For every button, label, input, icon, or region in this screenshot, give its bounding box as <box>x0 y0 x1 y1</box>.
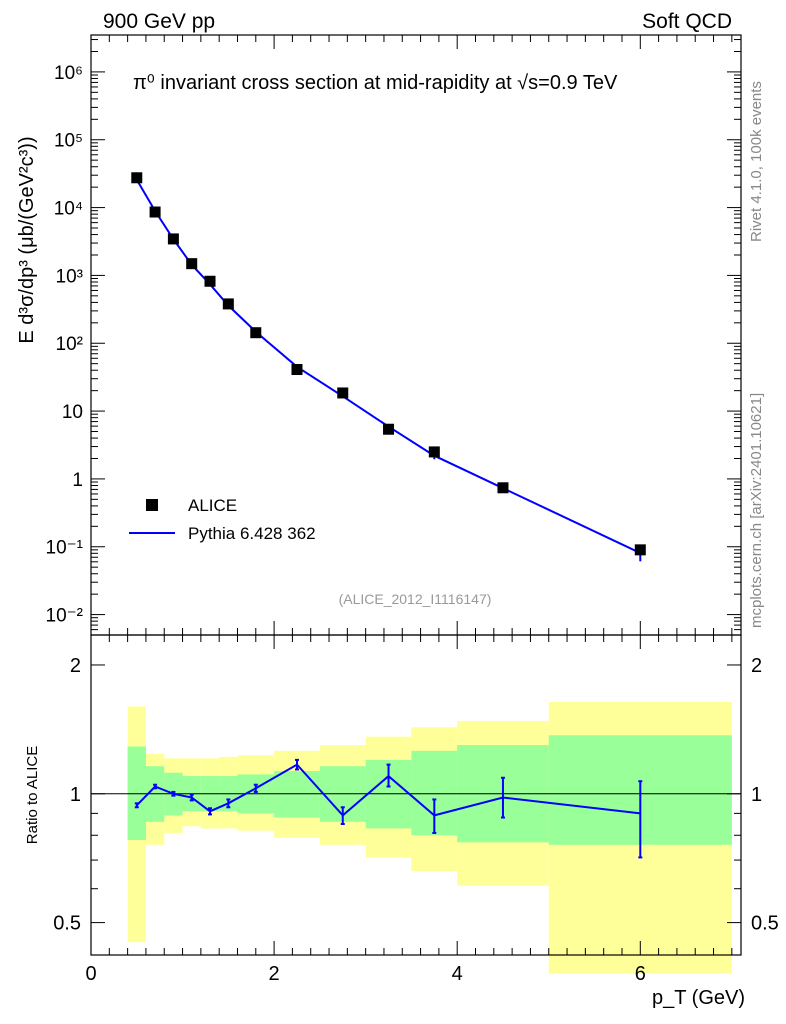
ratio-green-band <box>274 771 320 818</box>
main-series-layer <box>131 172 646 562</box>
analysis-watermark: (ALICE_2012_I1116147) <box>339 591 492 607</box>
main-y-tick-label: 10⁵ <box>54 131 83 152</box>
mcplots-label: mcplots.cern.ch [arXiv:2401.10621] <box>748 393 765 628</box>
x-tick-labels: 0 2 4 6 <box>85 963 645 985</box>
legend-marker-alice <box>146 499 158 511</box>
x-tick-label: 0 <box>85 963 96 985</box>
main-y-tick-label: 10³ <box>56 266 83 287</box>
alice-data-point <box>497 482 509 494</box>
x-tick-label: 4 <box>452 963 463 985</box>
ratio-green-band <box>127 746 146 840</box>
ratio-axis-ticks <box>90 635 741 955</box>
ratio-y-tick-label-right: 0.5 <box>751 913 779 935</box>
main-y-tick-label: 10⁻² <box>46 606 84 627</box>
x-tick-label: 6 <box>635 963 646 985</box>
x-tick-label: 2 <box>269 963 280 985</box>
main-y-tick-label: 10⁶ <box>54 63 83 84</box>
alice-data-point <box>149 206 161 218</box>
ratio-y-tick-label-left: 0.5 <box>53 913 81 935</box>
main-y-axis-label: E d³σ/dp³ (μb/(GeV²c³)) <box>16 136 38 343</box>
plot-title: π⁰ invariant cross section at mid-rapidi… <box>133 72 618 94</box>
legend: ALICE Pythia 6.428 362 <box>129 496 316 543</box>
main-y-tick-label: 1 <box>72 470 83 491</box>
rivet-version-label: Rivet 4.1.0, 100k events <box>748 81 765 242</box>
ratio-frame <box>90 634 742 956</box>
alice-data-point <box>222 298 234 310</box>
alice-data-point <box>383 423 395 435</box>
ratio-series-layer <box>134 758 643 859</box>
ratio-plot-panel: 0.5 0.5 1 1 2 2 0 2 4 6 Ratio to ALICE p_T (GeV) <box>24 634 779 1009</box>
alice-data-point <box>186 258 198 270</box>
header-energy-label: 900 GeV pp <box>103 10 215 33</box>
alice-data-point <box>337 387 349 399</box>
ratio-y-tick-label-right: 2 <box>751 655 762 677</box>
alice-data-point <box>428 446 440 458</box>
alice-data-point <box>204 275 216 287</box>
main-y-tick-label: 10² <box>56 334 83 355</box>
alice-data-point <box>634 544 646 556</box>
x-axis-label: p_T (GeV) <box>652 987 745 1009</box>
legend-label-alice: ALICE <box>188 496 237 515</box>
ratio-y-tick-label-left: 2 <box>70 655 81 677</box>
alice-data-point <box>167 233 179 245</box>
main-y-tick-label: 10⁴ <box>54 199 83 220</box>
ratio-y-tick-label-left: 1 <box>70 784 81 806</box>
ratio-y-axis-label: Ratio to ALICE <box>24 746 41 844</box>
main-y-tick-label: 10 <box>62 402 83 423</box>
header-tune-label: Soft QCD <box>642 10 732 33</box>
alice-data-point <box>250 327 262 339</box>
main-axis-ticks <box>90 35 741 636</box>
alice-data-point <box>291 364 303 376</box>
main-y-tick-label: 10⁻¹ <box>46 538 84 559</box>
alice-data-point <box>131 172 143 184</box>
main-y-tick-labels: 10⁻² 10⁻¹ 1 10 10² 10³ 10⁴ 10⁵ 10⁶ <box>46 63 84 627</box>
ratio-y-tick-label-right: 1 <box>751 784 762 806</box>
legend-label-pythia: Pythia 6.428 362 <box>188 524 316 543</box>
main-plot-panel: 10⁻² 10⁻¹ 1 10 10² 10³ 10⁴ 10⁵ 10⁶ π⁰ invariant … <box>16 34 742 636</box>
ratio-y-tick-labels: 0.5 0.5 1 1 2 2 <box>53 655 779 935</box>
